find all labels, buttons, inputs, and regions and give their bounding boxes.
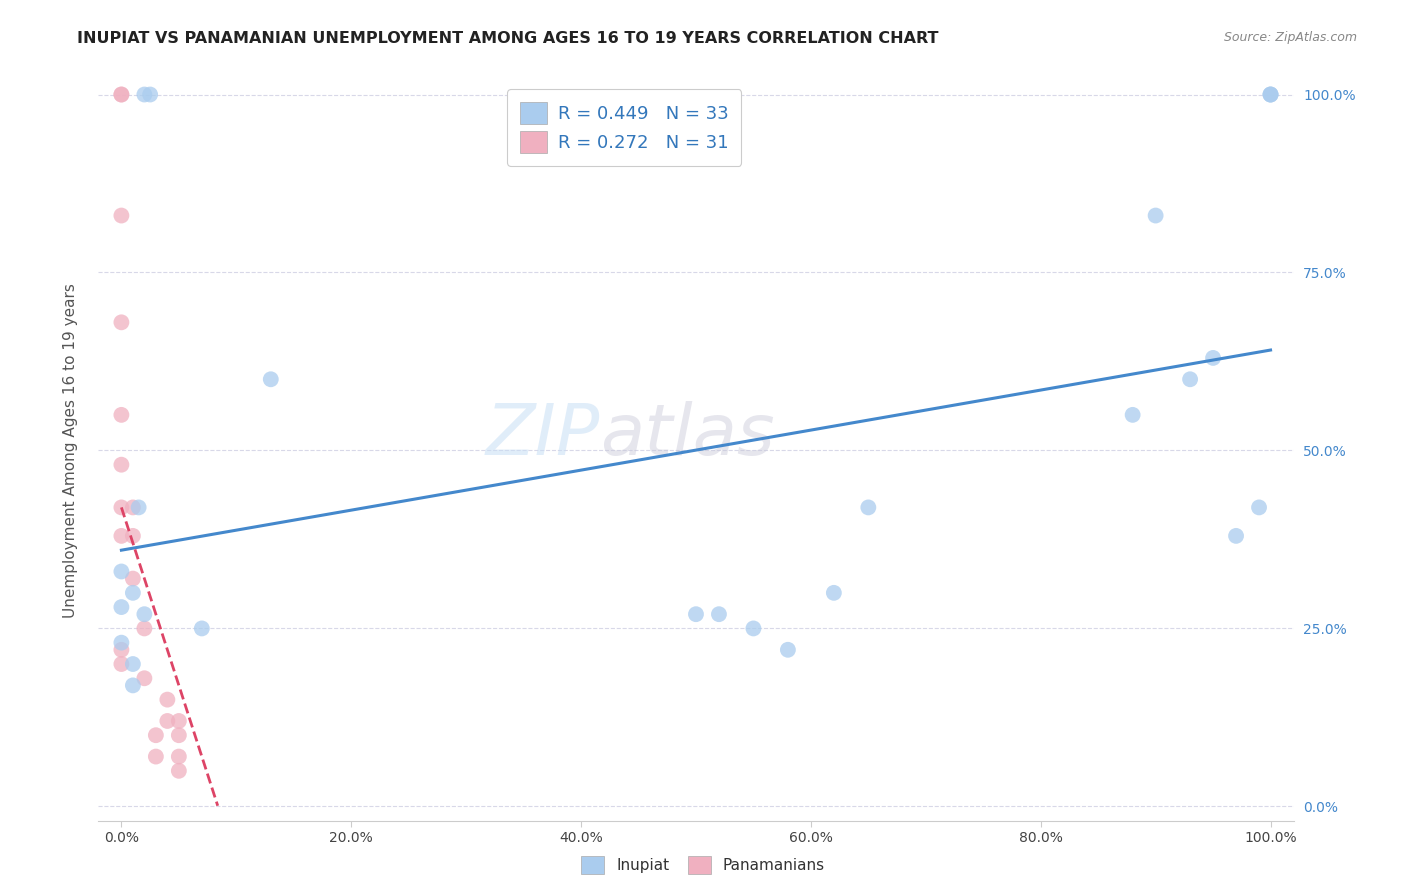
Point bbox=[1260, 87, 1282, 102]
Point bbox=[134, 671, 156, 685]
Text: ZIP: ZIP bbox=[486, 401, 600, 470]
Point bbox=[110, 635, 132, 649]
Point bbox=[1260, 87, 1282, 102]
Point bbox=[122, 572, 145, 586]
Point bbox=[742, 622, 765, 636]
Point bbox=[134, 87, 156, 102]
Point bbox=[145, 728, 167, 742]
Text: INUPIAT VS PANAMANIAN UNEMPLOYMENT AMONG AGES 16 TO 19 YEARS CORRELATION CHART: INUPIAT VS PANAMANIAN UNEMPLOYMENT AMONG… bbox=[77, 31, 939, 46]
Text: Source: ZipAtlas.com: Source: ZipAtlas.com bbox=[1223, 31, 1357, 45]
Point bbox=[134, 622, 156, 636]
Point bbox=[145, 749, 167, 764]
Point bbox=[110, 408, 132, 422]
Point bbox=[776, 642, 799, 657]
Point bbox=[167, 728, 190, 742]
Point bbox=[122, 529, 145, 543]
Point bbox=[110, 87, 132, 102]
Point bbox=[1178, 372, 1201, 386]
Point bbox=[1144, 209, 1167, 223]
Point bbox=[122, 586, 145, 600]
Point bbox=[707, 607, 730, 622]
Y-axis label: Unemployment Among Ages 16 to 19 years: Unemployment Among Ages 16 to 19 years bbox=[63, 283, 77, 618]
Point bbox=[1122, 408, 1144, 422]
Point bbox=[139, 87, 162, 102]
Point bbox=[122, 657, 145, 671]
Point bbox=[156, 714, 179, 728]
Point bbox=[110, 87, 132, 102]
Point bbox=[110, 565, 132, 579]
Point bbox=[1260, 87, 1282, 102]
Point bbox=[110, 458, 132, 472]
Point bbox=[110, 209, 132, 223]
Point bbox=[110, 642, 132, 657]
Text: atlas: atlas bbox=[600, 401, 775, 470]
Point bbox=[260, 372, 283, 386]
Point bbox=[110, 600, 132, 615]
Point bbox=[167, 714, 190, 728]
Point bbox=[1202, 351, 1225, 365]
Point bbox=[167, 764, 190, 778]
Point bbox=[167, 749, 190, 764]
Legend: R = 0.449   N = 33, R = 0.272   N = 31: R = 0.449 N = 33, R = 0.272 N = 31 bbox=[508, 89, 741, 166]
Point bbox=[122, 678, 145, 692]
Point bbox=[122, 500, 145, 515]
Legend: Inupiat, Panamanians: Inupiat, Panamanians bbox=[575, 850, 831, 880]
Point bbox=[110, 529, 132, 543]
Point bbox=[1225, 529, 1247, 543]
Point bbox=[110, 500, 132, 515]
Point bbox=[685, 607, 707, 622]
Point bbox=[1247, 500, 1270, 515]
Point bbox=[128, 500, 150, 515]
Point bbox=[156, 692, 179, 706]
Point bbox=[134, 607, 156, 622]
Point bbox=[858, 500, 880, 515]
Point bbox=[191, 622, 214, 636]
Point bbox=[110, 315, 132, 329]
Point bbox=[110, 657, 132, 671]
Point bbox=[823, 586, 845, 600]
